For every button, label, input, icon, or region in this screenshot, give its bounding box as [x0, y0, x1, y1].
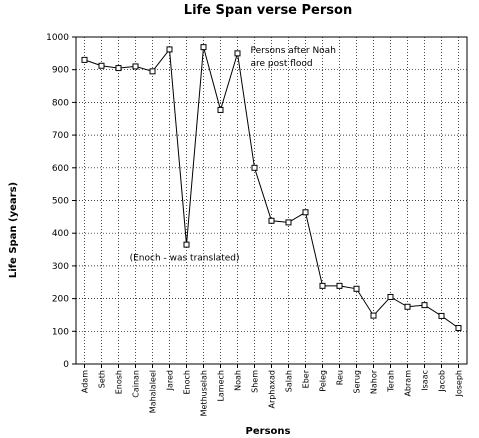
x-tick-label: Methuselah: [200, 370, 209, 416]
x-tick-label: Eber: [302, 369, 311, 388]
y-tick-label: 200: [52, 295, 69, 305]
grid-lines: [76, 37, 467, 364]
x-tick-label: Lamech: [217, 370, 226, 402]
data-point: [268, 217, 275, 224]
x-tick-label: Abram: [404, 370, 413, 397]
x-tick-label: Isaac: [421, 370, 430, 391]
x-axis-label: Persons: [246, 426, 291, 437]
y-axis-ticks: 0 100 200 300 400 500 600 700 800 900 1000: [46, 33, 76, 370]
data-point: [132, 63, 139, 70]
data-point: [319, 282, 326, 289]
y-axis-label: Life Span (years): [8, 182, 19, 278]
x-tick-label: Cainan: [132, 370, 141, 398]
x-axis-ticks: Adam Seth Enosh Cainan Mahalaleel Jared Enoch M…: [81, 364, 464, 416]
x-tick-label: Peleg: [319, 370, 328, 392]
y-tick-label: 0: [63, 360, 69, 370]
data-point: [166, 46, 173, 53]
x-tick-label: Enosh: [115, 370, 124, 394]
y-tick-label: 600: [52, 164, 69, 174]
data-point: [183, 241, 190, 248]
y-tick-label: 900: [52, 66, 69, 76]
data-point: [353, 285, 360, 292]
x-tick-label: Mahalaleel: [149, 370, 158, 413]
data-point: [98, 62, 105, 69]
x-tick-label: Seth: [98, 370, 107, 388]
data-point: [234, 50, 241, 57]
y-tick-label: 300: [52, 262, 69, 272]
y-tick-label: 500: [52, 197, 69, 207]
x-tick-label: Joseph: [455, 370, 464, 398]
data-point: [302, 209, 309, 216]
annotations: (Enoch - was translated) Persons after No…: [130, 46, 336, 264]
data-points: [81, 44, 462, 332]
data-point: [217, 106, 224, 113]
x-tick-label: Reu: [336, 370, 345, 385]
data-point: [438, 312, 445, 319]
x-tick-label: Adam: [81, 370, 90, 393]
x-tick-label: Arphaxad: [268, 370, 277, 409]
y-tick-label: 800: [52, 98, 69, 108]
data-point: [81, 56, 88, 63]
data-point: [336, 282, 343, 289]
x-tick-label: Serug: [353, 370, 362, 393]
data-point: [370, 312, 377, 319]
annotation: are post flood: [251, 59, 313, 69]
data-point: [149, 68, 156, 75]
x-tick-label: Jacob: [438, 370, 447, 393]
x-tick-label: Jared: [166, 370, 175, 391]
x-tick-label: Shem: [251, 370, 260, 393]
data-point: [200, 44, 207, 51]
y-tick-label: 400: [52, 229, 69, 239]
data-point: [115, 65, 122, 72]
x-tick-label: Nahor: [370, 369, 379, 394]
annotation: (Enoch - was translated): [130, 254, 240, 264]
data-point: [455, 325, 462, 332]
x-tick-label: Salah: [285, 370, 294, 392]
data-point: [251, 164, 258, 171]
data-point: [285, 219, 292, 226]
y-tick-label: 100: [52, 327, 69, 337]
annotation: Persons after Noah: [251, 46, 336, 56]
data-point: [387, 293, 394, 300]
data-point: [404, 303, 411, 310]
chart-title: Life Span verse Person: [184, 3, 352, 18]
x-tick-label: Noah: [234, 370, 243, 391]
x-tick-label: Terah: [387, 370, 396, 393]
x-tick-label: Enoch: [183, 370, 192, 395]
data-point: [421, 302, 428, 309]
y-tick-label: 700: [52, 131, 69, 141]
y-tick-label: 1000: [46, 33, 69, 43]
